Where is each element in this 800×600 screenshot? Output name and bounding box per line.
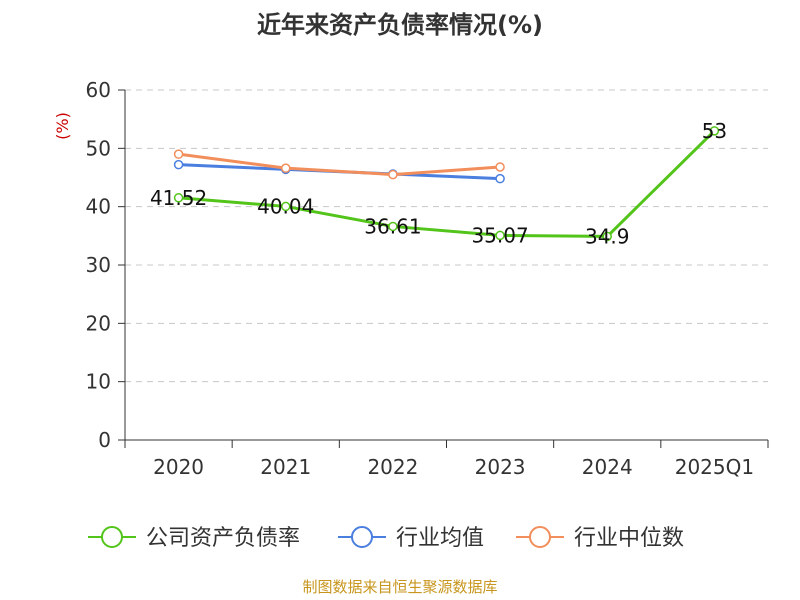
legend[interactable]: 公司资产负债率 行业均值 行业中位数 [88,526,684,551]
data-point [281,163,291,173]
data-labels: 41.52 40.04 36.61 35.07 34.9 53 [150,119,727,249]
axes: 0 10 20 30 40 50 60 2020 2021 2022 2023 2024 2025Q1 [86,78,769,479]
data-label: 53 [702,119,727,143]
legend-marker-icon [351,526,373,548]
data-label: 34.9 [585,224,630,248]
legend-marker-icon [529,526,551,548]
data-point [709,126,720,136]
data-point [388,221,398,232]
data-label: 35.07 [471,223,528,247]
chart-title: 近年来资产负债率情况(%) [257,11,543,39]
y-tick-label: 20 [86,311,111,335]
data-point [281,201,291,212]
grid-lines [125,89,768,383]
y-tick-label: 30 [86,253,111,277]
data-point [602,231,612,242]
data-label: 36.61 [364,214,421,238]
legend-item[interactable]: 行业均值 [338,526,484,551]
x-tick-label: 2025Q1 [675,455,754,479]
data-point [495,230,505,241]
y-tick-label: 0 [98,428,111,452]
data-label: 40.04 [257,194,314,218]
data-label: 41.52 [150,186,207,210]
x-tick-label: 2022 [367,455,418,479]
series-line [177,152,502,177]
data-point [173,159,184,170]
y-tick-label: 50 [86,136,111,160]
x-tick-label: 2024 [582,455,633,479]
legend-label: 行业中位数 [574,526,684,551]
y-tick-label: 10 [86,370,111,394]
y-tick-label: 60 [86,78,111,102]
source-note: 制图数据来自恒生聚源数据库 [302,578,497,596]
x-tick-label: 2023 [475,455,526,479]
data-point [173,193,184,203]
legend-label: 公司资产负债率 [146,526,300,551]
series-line [177,129,716,238]
y-tick-label: 40 [86,195,111,219]
x-tick-label: 2021 [260,455,311,479]
legend-item[interactable]: 行业中位数 [516,526,684,551]
legend-marker-icon [101,526,123,548]
series-lines [173,126,720,242]
legend-label: 行业均值 [396,526,484,551]
data-point [495,173,505,184]
data-point [495,162,505,172]
x-tick-label: 2020 [153,455,204,479]
y-axis-unit: (%) [53,112,72,140]
data-point [173,149,184,159]
data-point [388,169,398,180]
legend-item[interactable]: 公司资产负债率 [88,526,300,551]
